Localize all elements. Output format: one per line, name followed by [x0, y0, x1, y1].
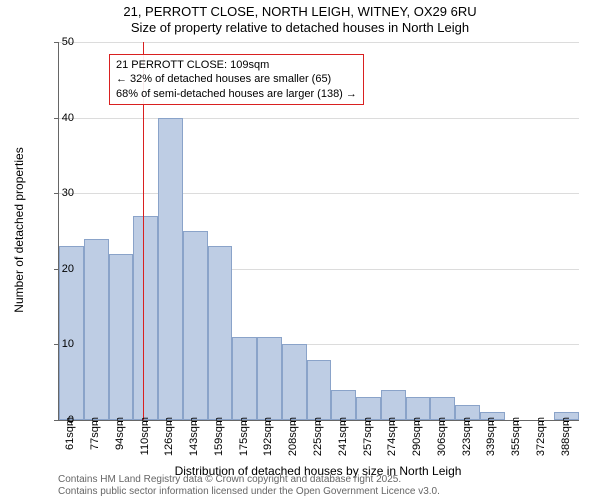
xtick-label: 208sqm: [287, 417, 299, 457]
reference-callout: 21 PERROTT CLOSE: 109sqm← 32% of detache…: [109, 54, 364, 105]
xtick-label: 126sqm: [163, 417, 175, 457]
xtick-label: 274sqm: [386, 417, 398, 457]
xtick-label: 257sqm: [362, 417, 374, 457]
histogram-bar: [133, 216, 158, 420]
ytick-label: 40: [44, 112, 74, 124]
histogram-bar: [232, 337, 257, 420]
callout-line: ← 32% of detached houses are smaller (65…: [116, 72, 357, 86]
ytick-label: 30: [44, 187, 74, 199]
gridline: [59, 42, 579, 43]
footer-line-2: Contains public sector information licen…: [58, 486, 440, 498]
gridline: [59, 118, 579, 119]
footer-line-1: Contains HM Land Registry data © Crown c…: [58, 474, 440, 486]
xtick-label: 290sqm: [411, 417, 423, 457]
histogram-bar: [208, 246, 233, 420]
xtick-label: 339sqm: [485, 417, 497, 457]
xtick-label: 143sqm: [188, 417, 200, 457]
xtick-label: 192sqm: [262, 417, 274, 457]
ytick-label: 50: [44, 36, 74, 48]
xtick-label: 306sqm: [436, 417, 448, 457]
xtick-label: 61sqm: [64, 417, 76, 457]
plot-area: 21 PERROTT CLOSE: 109sqm← 32% of detache…: [58, 42, 579, 421]
chart-title-main: 21, PERROTT CLOSE, NORTH LEIGH, WITNEY, …: [0, 4, 600, 19]
xtick-label: 241sqm: [337, 417, 349, 457]
callout-line: 21 PERROTT CLOSE: 109sqm: [116, 58, 357, 72]
xtick-label: 159sqm: [213, 417, 225, 457]
y-axis-label: Number of detached properties: [12, 147, 26, 312]
xtick-label: 323sqm: [461, 417, 473, 457]
chart-footer: Contains HM Land Registry data © Crown c…: [58, 474, 440, 498]
xtick-label: 175sqm: [238, 417, 250, 457]
histogram-bar: [84, 239, 109, 420]
chart-container: 21, PERROTT CLOSE, NORTH LEIGH, WITNEY, …: [0, 0, 600, 500]
histogram-bar: [109, 254, 134, 420]
xtick-label: 355sqm: [510, 417, 522, 457]
xtick-label: 225sqm: [312, 417, 324, 457]
histogram-bar: [257, 337, 282, 420]
ytick-label: 10: [44, 338, 74, 350]
xtick-label: 388sqm: [560, 417, 572, 457]
xtick-label: 110sqm: [139, 417, 151, 457]
ytick-label: 20: [44, 263, 74, 275]
histogram-bar: [307, 360, 332, 420]
histogram-bar: [381, 390, 406, 420]
histogram-bar: [183, 231, 208, 420]
chart-title-sub: Size of property relative to detached ho…: [0, 20, 600, 35]
xtick-label: 372sqm: [535, 417, 547, 457]
callout-line: 68% of semi-detached houses are larger (…: [116, 87, 357, 101]
histogram-bar: [331, 390, 356, 420]
xtick-label: 94sqm: [114, 417, 126, 457]
histogram-bar: [158, 118, 183, 420]
histogram-bar: [282, 344, 307, 420]
xtick-label: 77sqm: [89, 417, 101, 457]
gridline: [59, 193, 579, 194]
